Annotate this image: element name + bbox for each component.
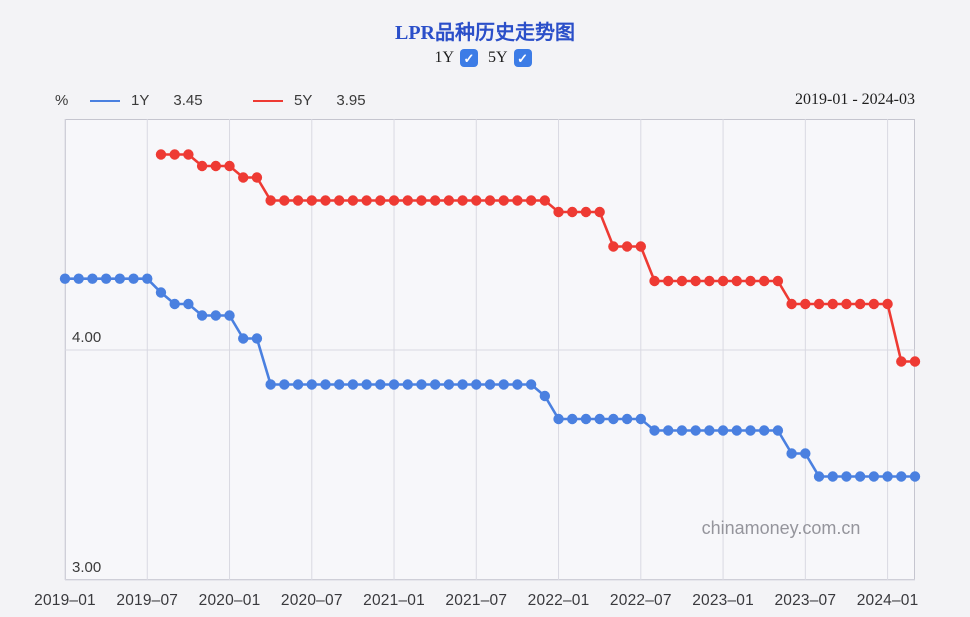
x-tick-label: 2024–01 bbox=[856, 592, 919, 609]
watermark: chinamoney.com.cn bbox=[701, 518, 861, 538]
check-icon: ✓ bbox=[517, 50, 529, 66]
x-tick-label: 2022–07 bbox=[609, 592, 672, 609]
page-title: LPR品种历史走势图 bbox=[395, 22, 575, 44]
y-tick-label: 3.00 bbox=[72, 559, 102, 576]
toggle-label-5y: 5Y bbox=[488, 49, 508, 66]
legend-value-1y: 3.45 bbox=[173, 92, 203, 109]
x-tick-label: 2019–01 bbox=[34, 592, 96, 609]
check-icon: ✓ bbox=[463, 50, 475, 66]
legend-item-5y: 5Y 3.95 bbox=[253, 92, 366, 109]
toggle-label-1y: 1Y bbox=[434, 49, 454, 66]
x-tick-label: 2022–01 bbox=[527, 592, 590, 609]
date-range: 2019-01 - 2024-03 bbox=[795, 91, 915, 108]
x-tick-label: 2020–01 bbox=[198, 592, 261, 609]
legend-name-1y: 1Y bbox=[131, 92, 150, 109]
y-axis-unit: % bbox=[55, 92, 69, 109]
legend-line-1y bbox=[90, 99, 120, 102]
legend-line-5y bbox=[253, 99, 283, 102]
legend-value-5y: 3.95 bbox=[336, 92, 366, 109]
x-tick-label: 2021–01 bbox=[363, 592, 425, 609]
1y-checkbox[interactable]: ✓ bbox=[460, 49, 478, 67]
legend-item-1y: 1Y 3.45 bbox=[90, 92, 203, 109]
x-tick-label: 2023–01 bbox=[692, 592, 754, 609]
plot-area bbox=[65, 119, 915, 580]
x-tick-label: 2023–07 bbox=[774, 592, 837, 609]
series-toggles: 1Y ✓ 5Y ✓ bbox=[0, 49, 970, 67]
y-tick-label: 4.00 bbox=[72, 329, 102, 346]
5y-checkbox[interactable]: ✓ bbox=[513, 49, 532, 67]
x-tick-label: 2019–07 bbox=[116, 592, 179, 609]
x-tick-label: 2020–07 bbox=[280, 592, 343, 609]
x-tick-label: 2021–07 bbox=[445, 592, 508, 609]
legend-name-5y: 5Y bbox=[294, 92, 313, 109]
